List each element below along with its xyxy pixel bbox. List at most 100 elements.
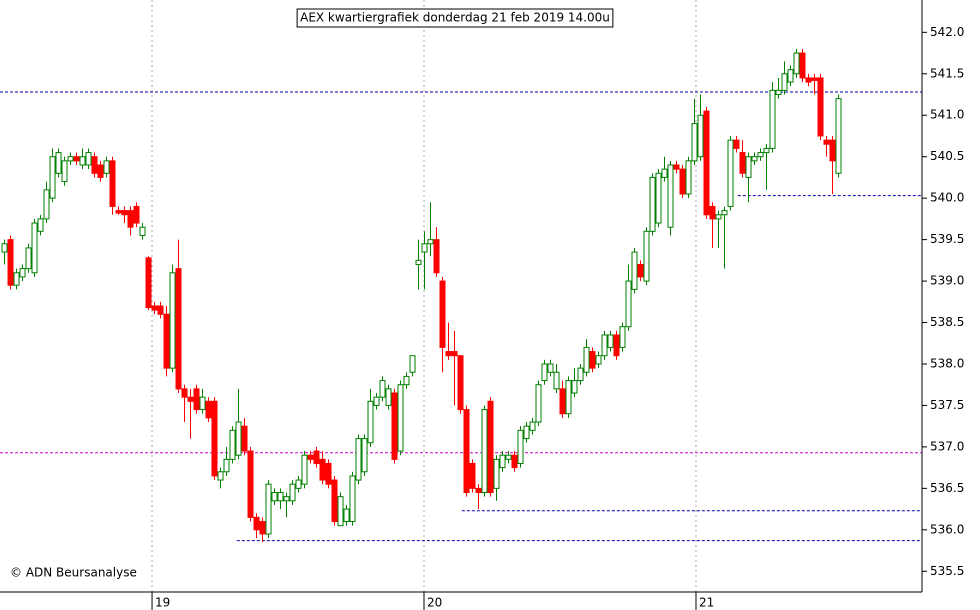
candle-body <box>451 351 458 357</box>
candle-body <box>13 272 20 286</box>
candle-body <box>589 351 596 369</box>
candle-body <box>7 239 14 286</box>
candle-body <box>109 160 116 207</box>
candle-body <box>781 73 788 91</box>
candle-body <box>631 251 638 290</box>
candle-body <box>133 205 140 224</box>
candle-body <box>721 210 728 216</box>
candle-body <box>715 214 722 220</box>
candle-body <box>373 396 380 406</box>
candle-body <box>259 521 266 535</box>
candle-body <box>685 160 692 195</box>
candle-body <box>115 210 122 214</box>
candle-body <box>235 421 242 456</box>
candle-body <box>187 396 194 402</box>
y-tick-label: 539.5 <box>930 232 964 246</box>
candle-body <box>205 400 212 419</box>
candle-body <box>31 222 38 274</box>
candle-body <box>391 392 398 460</box>
candle-body <box>295 479 302 489</box>
candle-body <box>193 388 200 411</box>
candle-body <box>121 210 128 216</box>
candle-body <box>289 483 296 502</box>
candle-body <box>415 259 422 265</box>
candle-body <box>361 438 368 473</box>
y-tick-label: 538.0 <box>930 356 964 370</box>
y-tick-label: 540.0 <box>930 191 964 205</box>
candle-body <box>199 396 206 411</box>
candle-body <box>367 400 374 444</box>
y-tick-label: 537.5 <box>930 398 964 412</box>
candle-body <box>211 400 218 477</box>
candle-body <box>433 239 440 274</box>
candle-body <box>229 429 236 460</box>
candle-body <box>19 268 26 278</box>
candle-body <box>91 156 98 174</box>
candle-body <box>151 305 158 311</box>
candle-body <box>67 156 74 162</box>
candle-body <box>409 355 416 373</box>
candle-body <box>619 326 626 348</box>
candle-body <box>445 351 452 357</box>
candle-body <box>271 492 278 502</box>
candle-body <box>421 243 428 253</box>
candle-body <box>169 272 176 369</box>
y-tick-label: 536.0 <box>930 522 964 536</box>
candle-body <box>79 156 86 166</box>
y-tick-label: 540.5 <box>930 149 964 163</box>
y-tick-label: 536.5 <box>930 481 964 495</box>
candle-body <box>85 152 92 166</box>
candle-body <box>319 458 326 481</box>
candle-body <box>799 52 806 79</box>
candle-body <box>511 454 518 469</box>
candle-body <box>157 305 164 315</box>
grid <box>0 0 922 592</box>
candle-body <box>775 89 782 96</box>
candle-body <box>331 479 338 523</box>
candle-body <box>643 230 650 282</box>
candle-body <box>733 139 740 149</box>
candle-body <box>691 123 698 162</box>
candle-body <box>439 280 446 348</box>
candle-body <box>253 516 260 531</box>
candle-body <box>751 156 758 162</box>
candle-body <box>583 346 590 373</box>
candle-body <box>601 334 608 357</box>
candle-body <box>823 139 830 145</box>
candle-body <box>571 380 578 394</box>
candle-body <box>793 52 800 75</box>
plot <box>1 48 842 543</box>
y-tick-label: 538.5 <box>930 315 964 329</box>
candle-body <box>505 454 512 460</box>
candle-body <box>277 492 284 502</box>
candle-body <box>655 172 662 224</box>
candle-body <box>811 77 818 81</box>
candle-body <box>739 152 746 174</box>
candle-body <box>349 475 356 523</box>
x-tick-label: 19 <box>155 596 170 610</box>
candle-body <box>469 462 476 489</box>
candle-body <box>625 280 632 328</box>
y-tick-label: 537.0 <box>930 439 964 453</box>
candle-body <box>667 164 674 228</box>
candle-body <box>355 438 362 481</box>
candle-body <box>385 388 392 406</box>
y-tick-label: 535.5 <box>930 564 964 578</box>
candle-body <box>145 257 152 309</box>
candle-body <box>325 462 332 485</box>
candle-body <box>217 471 224 481</box>
candle-body <box>241 425 248 452</box>
candle-body <box>679 168 686 195</box>
candle-body <box>565 380 572 415</box>
candle-body <box>745 156 752 178</box>
candle-body <box>541 363 548 382</box>
candle-body <box>481 409 488 494</box>
candle-body <box>103 160 110 174</box>
candle-body <box>163 313 170 369</box>
candle-body <box>673 164 680 170</box>
candle-body <box>697 114 704 158</box>
candle-body <box>517 429 524 464</box>
candle-body <box>223 458 230 473</box>
